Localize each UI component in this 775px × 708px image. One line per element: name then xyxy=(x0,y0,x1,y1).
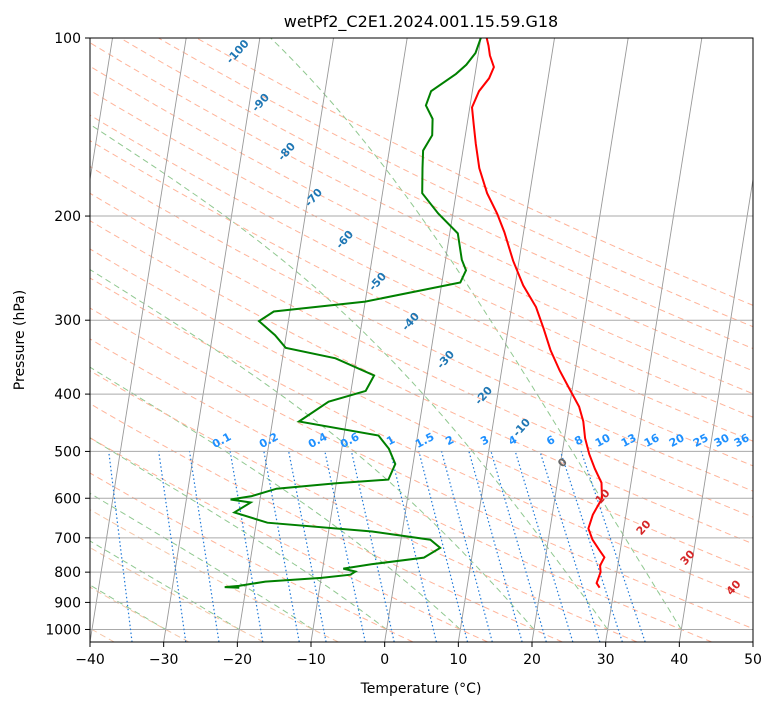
mixing-ratio-line xyxy=(468,451,523,642)
mixing-ratio-line xyxy=(441,451,493,642)
mixing-ratio-line xyxy=(188,451,220,642)
mixing-ratio-label: 20 xyxy=(667,431,687,450)
dry-adiabat-line xyxy=(90,248,753,572)
mixing-ratio-line xyxy=(580,451,646,642)
mixing-ratio-line xyxy=(418,451,469,642)
dry-adiabat-line xyxy=(196,38,753,306)
y-tick-label: 300 xyxy=(54,313,81,329)
isotherm-line xyxy=(531,38,629,642)
mixing-ratio-lines xyxy=(108,451,646,642)
isotherm-line xyxy=(678,176,753,642)
isotherm-line xyxy=(90,38,187,642)
isotherm-line xyxy=(384,38,482,642)
mixing-ratio-label: 30 xyxy=(712,431,732,450)
dry-adiabat-line xyxy=(90,307,753,630)
sounding-series xyxy=(224,38,606,589)
dry-adiabat-line xyxy=(90,509,339,642)
x-tick-label: −10 xyxy=(296,652,326,668)
mixing-ratio-line xyxy=(514,451,574,642)
y-tick-label: 200 xyxy=(54,209,81,225)
mixing-ratio-label: 10 xyxy=(593,431,613,450)
x-tick-label: −20 xyxy=(223,652,253,668)
y-tick-label: 800 xyxy=(54,565,81,581)
y-tick-label: 600 xyxy=(54,491,81,507)
mixing-ratio-line xyxy=(288,451,327,642)
dry-adiabat-line xyxy=(90,370,638,642)
dry-adiabat-line xyxy=(90,114,753,442)
dry-adiabat-line xyxy=(90,165,753,492)
dry-adiabat-line xyxy=(119,38,753,350)
mixing-ratio-line xyxy=(389,451,438,642)
mixing-ratio-line xyxy=(559,451,623,642)
isotherm-line xyxy=(457,38,555,642)
mixing-ratio-line xyxy=(108,451,133,642)
axes: −40 −30 −20 −10 0 10 20 30 40 50 100 200 300 400 500 60… xyxy=(45,31,762,668)
y-tick-label: 700 xyxy=(54,531,81,547)
chart-title: wetPf2_C2E1.2024.001.15.59.G18 xyxy=(284,12,558,32)
mixing-ratio-label: 25 xyxy=(691,431,711,450)
moist-adiabat-line xyxy=(90,268,535,630)
mixing-ratio-line xyxy=(263,451,300,642)
x-tick-label: 0 xyxy=(380,652,389,668)
y-tick-label: 900 xyxy=(54,595,81,611)
moist-adiabats xyxy=(90,38,682,630)
x-tick-label: 10 xyxy=(449,652,467,668)
x-tick-label: −40 xyxy=(75,652,105,668)
y-tick-label: 1000 xyxy=(45,622,81,638)
mixing-ratio-line xyxy=(539,451,601,642)
moist-adiabat-line xyxy=(90,123,609,630)
dry-adiabat-line xyxy=(90,192,753,518)
mixing-ratio-line xyxy=(229,451,264,642)
y-tick-label: 100 xyxy=(54,31,81,47)
dry-adiabat-line xyxy=(90,277,753,601)
mixing-ratio-label: 16 xyxy=(642,431,662,450)
isotherm-line xyxy=(90,38,113,183)
x-tick-label: 20 xyxy=(523,652,541,668)
y-tick-label: 400 xyxy=(54,387,81,403)
dry-adiabat-line xyxy=(90,547,264,642)
moist-adiabat-line xyxy=(270,38,682,630)
isotherm-grid xyxy=(90,38,753,642)
x-tick-label: −30 xyxy=(149,652,179,668)
mixing-ratio-label: 36 xyxy=(732,431,752,450)
isotherm-line xyxy=(605,38,703,642)
x-tick-label: 50 xyxy=(744,652,762,668)
dewpoint-profile-line xyxy=(224,38,482,589)
dry-adiabat-line xyxy=(90,403,563,642)
dry-adiabats xyxy=(90,38,753,642)
mixing-ratio-line xyxy=(350,451,395,642)
isotherm-line xyxy=(236,38,334,642)
temperature-profile-line xyxy=(470,38,606,589)
plot-frame xyxy=(89,37,754,643)
x-axis-title: Temperature (°C) xyxy=(360,681,482,697)
mixing-ratio-label: 13 xyxy=(619,431,639,450)
mixing-ratio-line xyxy=(158,451,187,642)
dry-adiabat-line xyxy=(90,42,753,372)
isotherm-line xyxy=(163,38,261,642)
moist-adiabat-line xyxy=(90,366,461,630)
moist-adiabat-line xyxy=(90,540,240,630)
isotherm-line xyxy=(310,38,408,642)
dry-adiabat-line xyxy=(90,89,753,418)
mixing-ratio-line xyxy=(324,451,366,642)
y-tick-label: 500 xyxy=(54,444,81,460)
moist-adiabat-line xyxy=(90,437,388,630)
x-tick-label: 30 xyxy=(597,652,615,668)
plot-area xyxy=(90,38,753,642)
moist-adiabat-line xyxy=(90,584,166,630)
mixing-ratio-line xyxy=(490,451,547,642)
x-tick-label: 40 xyxy=(670,652,688,668)
y-axis-title: Pressure (hPa) xyxy=(12,290,28,390)
pressure-grid xyxy=(90,38,753,630)
dry-adiabat-line xyxy=(90,220,753,545)
